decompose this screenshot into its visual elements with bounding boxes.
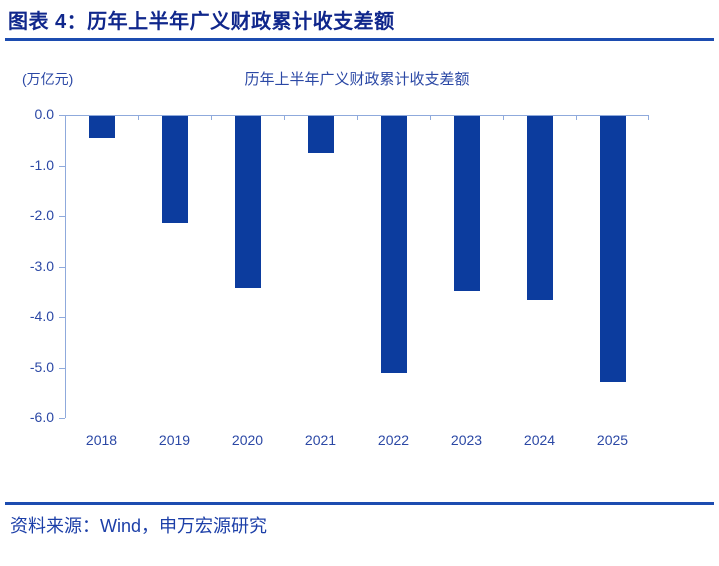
x-axis-tick: [284, 116, 285, 120]
y-axis-tick: [59, 317, 65, 318]
y-tick-label: -4.0: [29, 308, 54, 324]
bar-2020: [234, 116, 261, 289]
y-axis-tick: [59, 418, 65, 419]
y-tick-label: -3.0: [29, 257, 54, 274]
y-axis-tick: [59, 367, 65, 369]
x-axis-tick: [430, 116, 431, 120]
y-tick-label: -5.0: [29, 358, 54, 375]
x-tick-label: 2022: [377, 432, 410, 448]
figure-header-title: 图表 4：历年上半年广义财政累计收支差额: [8, 11, 395, 33]
bar-2023: [453, 116, 480, 291]
x-axis-tick: [648, 116, 649, 120]
y-axis-tick: [59, 165, 65, 167]
x-axis-tick: [211, 116, 212, 120]
x-axis-tick: [576, 116, 577, 120]
x-axis-tick: [138, 116, 139, 120]
y-axis-tick: [59, 266, 65, 268]
y-axis-line: [65, 115, 66, 418]
y-tick-label: -6.0: [29, 409, 54, 425]
bar-2025: [599, 116, 626, 383]
bar-2021: [307, 116, 334, 153]
x-tick-label: 2024: [523, 432, 556, 448]
x-tick-label: 2023: [450, 432, 483, 448]
bar-2024: [526, 116, 553, 301]
header-rule-divider: [5, 38, 714, 41]
chart-title: 历年上半年广义财政累计收支差额: [244, 71, 470, 88]
bar-2019: [161, 116, 188, 224]
chart-area: (万亿元) 历年上半年广义财政累计收支差额 0.0 -1.0 -2.0 -3.0 -4.…: [0, 60, 719, 460]
x-axis-tick: [503, 116, 504, 120]
x-tick-label: 2019: [158, 432, 191, 448]
y-tick-label: -1.0: [29, 156, 54, 173]
plot-area: [65, 115, 649, 419]
x-tick-label: 2021: [304, 432, 337, 448]
y-tick-label: 0.0: [34, 106, 54, 122]
x-axis-tick: [65, 116, 66, 120]
y-tick-label: -2.0: [29, 207, 54, 223]
bar-2022: [380, 116, 407, 374]
y-axis-unit-label: (万亿元): [22, 71, 74, 87]
footer-rule-divider: [5, 502, 714, 505]
x-tick-label: 2020: [231, 432, 264, 448]
x-axis-tick: [357, 116, 358, 120]
x-tick-label: 2025: [596, 432, 629, 448]
bar-2018: [88, 116, 115, 139]
y-axis-tick: [59, 115, 65, 116]
y-axis-tick: [59, 216, 65, 217]
x-tick-label: 2018: [85, 432, 118, 448]
source-attribution: 资料来源：Wind，申万宏源研究: [10, 516, 268, 536]
